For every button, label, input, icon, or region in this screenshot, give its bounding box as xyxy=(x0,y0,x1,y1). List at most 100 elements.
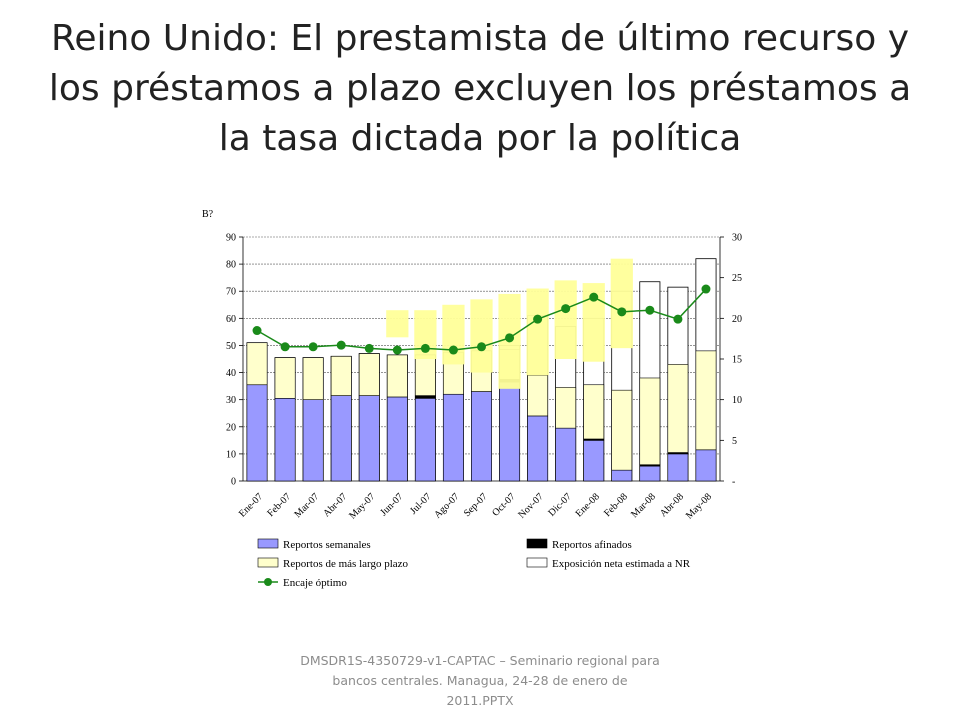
bar-longer-term-repo xyxy=(667,364,689,453)
bar-weekly-repo xyxy=(499,381,520,482)
legend-label: Reportos afinados xyxy=(552,539,632,551)
x-tick-label: Jul-07 xyxy=(408,491,433,516)
bar-longer-term-repo xyxy=(583,384,605,440)
line-point xyxy=(364,343,374,353)
bar-fine-tuning-repo xyxy=(414,395,436,399)
tick-label-left: 10 xyxy=(226,449,236,460)
tick-label-right: 25 xyxy=(732,273,742,284)
line-point xyxy=(645,305,655,315)
line-point xyxy=(280,342,290,352)
axis-left: 0 10 20 30 40 50 60 70 80 90 xyxy=(226,233,243,488)
line-point xyxy=(533,314,543,324)
x-tick-label: May-08 xyxy=(684,491,714,521)
line-point xyxy=(252,326,262,336)
line-point xyxy=(392,345,402,355)
bar-longer-term-repo xyxy=(330,355,352,396)
legend-label: Reportos de más largo plazo xyxy=(283,558,409,570)
legend-label: Encaje óptimo xyxy=(283,577,347,589)
bar-weekly-repo xyxy=(583,440,605,482)
tick-label-left: 40 xyxy=(226,368,236,379)
x-tick-label: Ago-07 xyxy=(432,491,461,520)
tick-label-right: 10 xyxy=(732,395,742,406)
bar-longer-term-repo xyxy=(639,377,661,466)
line-point xyxy=(701,284,711,294)
bar-weekly-repo xyxy=(246,384,268,482)
line-point xyxy=(448,345,458,355)
bar-longer-term-repo xyxy=(695,350,717,451)
axis-right: - 5 10 15 20 25 30 xyxy=(720,233,742,488)
bar-weekly-repo xyxy=(414,398,436,482)
line-point xyxy=(589,292,599,302)
x-tick-label: Mar-08 xyxy=(629,491,658,520)
bar-longer-term-repo xyxy=(358,353,380,396)
legend-label: Exposición neta estimada a NR xyxy=(552,558,691,570)
bar-weekly-repo xyxy=(330,395,352,482)
footer-note: DMSDR1S-4350729-v1-CAPTAC – Seminario re… xyxy=(300,653,660,708)
tick-label-right: - xyxy=(732,477,735,488)
tick-label-left: 20 xyxy=(226,422,236,433)
legend-marker xyxy=(264,578,272,586)
bar-longer-term-repo xyxy=(414,354,436,396)
legend-swatch xyxy=(526,538,548,549)
legend-swatch xyxy=(257,538,279,549)
line-point xyxy=(561,304,571,314)
legend-swatch xyxy=(257,557,279,568)
legend-swatch xyxy=(526,557,548,568)
line-point xyxy=(308,342,318,352)
bar-weekly-repo xyxy=(443,393,464,482)
x-tick-label: Dic-07 xyxy=(546,491,573,518)
line-point xyxy=(420,343,430,353)
x-tick-label: Abr-08 xyxy=(658,491,686,519)
x-tick-label: Mar-07 xyxy=(292,491,321,520)
tick-label-right: 5 xyxy=(732,436,737,447)
tick-label-right: 15 xyxy=(732,355,742,366)
tick-label-right: 20 xyxy=(732,314,742,325)
x-tick-label: May-07 xyxy=(347,491,377,521)
x-tick-label: Jun-07 xyxy=(378,491,405,518)
tick-label-left: 0 xyxy=(231,477,236,488)
tick-label-left: 90 xyxy=(226,233,236,244)
legend: Reportos semanales Reportos de más largo … xyxy=(257,538,691,589)
line-point xyxy=(477,342,486,352)
slide-title: Reino Unido: El prestamista de último re… xyxy=(48,18,912,159)
highlight-block xyxy=(526,288,549,376)
bar-longer-term-repo xyxy=(611,389,633,471)
bar-weekly-repo xyxy=(386,396,408,482)
bar-longer-term-repo xyxy=(386,354,408,398)
highlight-block xyxy=(442,304,465,365)
line-point xyxy=(617,307,627,317)
bar-longer-term-repo xyxy=(555,387,577,429)
x-tick-label: Nov-07 xyxy=(516,491,545,520)
tick-label-left: 60 xyxy=(226,314,236,325)
x-tick-label: Oct-07 xyxy=(490,491,517,518)
bar-weekly-repo xyxy=(527,415,549,482)
bar-weekly-repo xyxy=(667,453,689,482)
bar-weekly-repo xyxy=(274,398,296,482)
highlight-block xyxy=(386,310,409,338)
highlight-block xyxy=(414,310,437,359)
highlight-block xyxy=(582,283,605,362)
bar-weekly-repo xyxy=(555,427,577,482)
tick-label-left: 80 xyxy=(226,260,236,271)
x-tick-label: Abr-07 xyxy=(321,491,349,519)
tick-label-right: 30 xyxy=(732,233,742,244)
line-point xyxy=(505,333,515,343)
highlight-block xyxy=(554,280,577,359)
chart: 0 10 20 30 40 50 60 70 80 90 - 5 10 15 20 25 30 Ene-07 F… xyxy=(202,209,742,589)
bar-longer-term-repo xyxy=(274,357,296,399)
bar-weekly-repo xyxy=(471,391,492,482)
tick-label-left: 30 xyxy=(226,395,236,406)
line-point xyxy=(673,314,683,324)
highlight-block xyxy=(470,299,493,373)
bar-weekly-repo xyxy=(639,465,661,482)
tick-label-left: 70 xyxy=(226,287,236,298)
bar-weekly-repo xyxy=(358,395,380,482)
x-tick-label: Ene-07 xyxy=(237,491,265,519)
highlight-block xyxy=(610,258,633,349)
bar-longer-term-repo xyxy=(302,357,324,400)
legend-label: Reportos semanales xyxy=(283,539,371,551)
x-tick-label: Sep-07 xyxy=(462,491,490,519)
tick-label-left: 50 xyxy=(226,341,236,352)
bar-longer-term-repo xyxy=(246,342,268,386)
